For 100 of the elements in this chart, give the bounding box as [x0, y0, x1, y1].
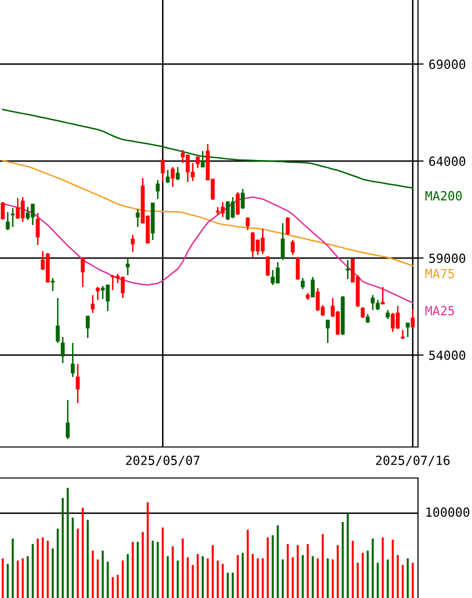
bar [186, 557, 189, 598]
candlestick [360, 306, 365, 319]
bar [336, 545, 339, 598]
bar [156, 542, 159, 598]
bar [152, 540, 154, 598]
bar [362, 552, 364, 598]
candlestick [66, 399, 70, 440]
line-series [2, 108, 414, 189]
bar [122, 560, 124, 598]
candlestick [156, 179, 160, 200]
bar [42, 537, 44, 598]
y-tick-label: 59000 [429, 254, 466, 263]
candlestick [36, 212, 40, 246]
candlestick [96, 286, 100, 301]
y-tick-label: 54000 [429, 350, 466, 360]
candlestick [246, 216, 250, 231]
bar [282, 559, 284, 598]
bar [392, 540, 394, 598]
candlestick [166, 169, 170, 184]
bar [142, 532, 144, 598]
bar [266, 537, 269, 598]
candlestick [130, 234, 135, 253]
bar [246, 530, 249, 598]
bar [46, 540, 49, 598]
candlestick [310, 276, 315, 298]
bar [136, 542, 139, 598]
candlestick [170, 166, 175, 188]
bar [222, 564, 224, 598]
candlestick [86, 315, 90, 339]
bar [66, 488, 69, 598]
bar [372, 538, 374, 598]
bar [276, 525, 279, 598]
candlestick [176, 166, 180, 181]
bar [182, 538, 184, 598]
bar [342, 522, 344, 598]
bar [352, 540, 354, 598]
candlestick [126, 258, 130, 276]
bar [92, 550, 94, 598]
bar [12, 538, 14, 598]
bar [366, 550, 369, 598]
bar [72, 518, 74, 598]
bar [296, 545, 299, 598]
series-label: MA200 [425, 191, 462, 201]
bar [102, 550, 104, 598]
bar [36, 538, 39, 598]
bar [56, 528, 59, 598]
bar [32, 544, 34, 598]
candlestick [280, 222, 285, 261]
candlestick [6, 211, 10, 231]
bar [382, 537, 384, 598]
bar [16, 560, 19, 598]
x-tick-label: 2025/07/16 [376, 456, 450, 466]
candlestick [136, 208, 140, 228]
candlestick [70, 342, 75, 378]
bar [2, 558, 4, 598]
bar [386, 559, 389, 598]
bar [316, 558, 319, 598]
bar [112, 577, 114, 598]
bar [242, 552, 244, 598]
bar [172, 546, 174, 598]
bar [272, 535, 274, 598]
bar [306, 544, 309, 598]
bar [302, 555, 304, 598]
x-tick-label: 2025/05/07 [126, 456, 200, 466]
bar [346, 513, 349, 598]
bar [196, 554, 199, 598]
bar [406, 558, 409, 598]
bar [202, 556, 204, 598]
candlestick [266, 255, 270, 277]
bar [106, 562, 109, 598]
line-series [2, 160, 414, 266]
candlestick [410, 308, 415, 328]
bar [52, 548, 54, 598]
series-label: MA75 [425, 269, 454, 278]
bar [22, 558, 24, 598]
bar [412, 562, 414, 598]
candlestick [90, 294, 95, 314]
bar [292, 557, 294, 598]
candlestick [286, 216, 290, 236]
bar [86, 520, 89, 598]
bar [206, 558, 209, 598]
series-label: MA25 [425, 306, 454, 316]
bar [212, 545, 214, 598]
bar [26, 556, 29, 598]
candlestick [406, 322, 410, 338]
bar [126, 554, 129, 598]
candlestick [400, 329, 405, 340]
candlestick [160, 159, 165, 183]
bar [356, 562, 359, 598]
candlestick [0, 201, 5, 220]
bar [402, 564, 404, 598]
bar [236, 555, 239, 598]
bar [6, 564, 9, 598]
bar [262, 558, 264, 598]
candlestick [60, 336, 65, 364]
bar [162, 528, 164, 598]
candlestick [296, 256, 300, 281]
bar [252, 554, 254, 598]
bar [256, 558, 259, 598]
bar [216, 560, 219, 598]
